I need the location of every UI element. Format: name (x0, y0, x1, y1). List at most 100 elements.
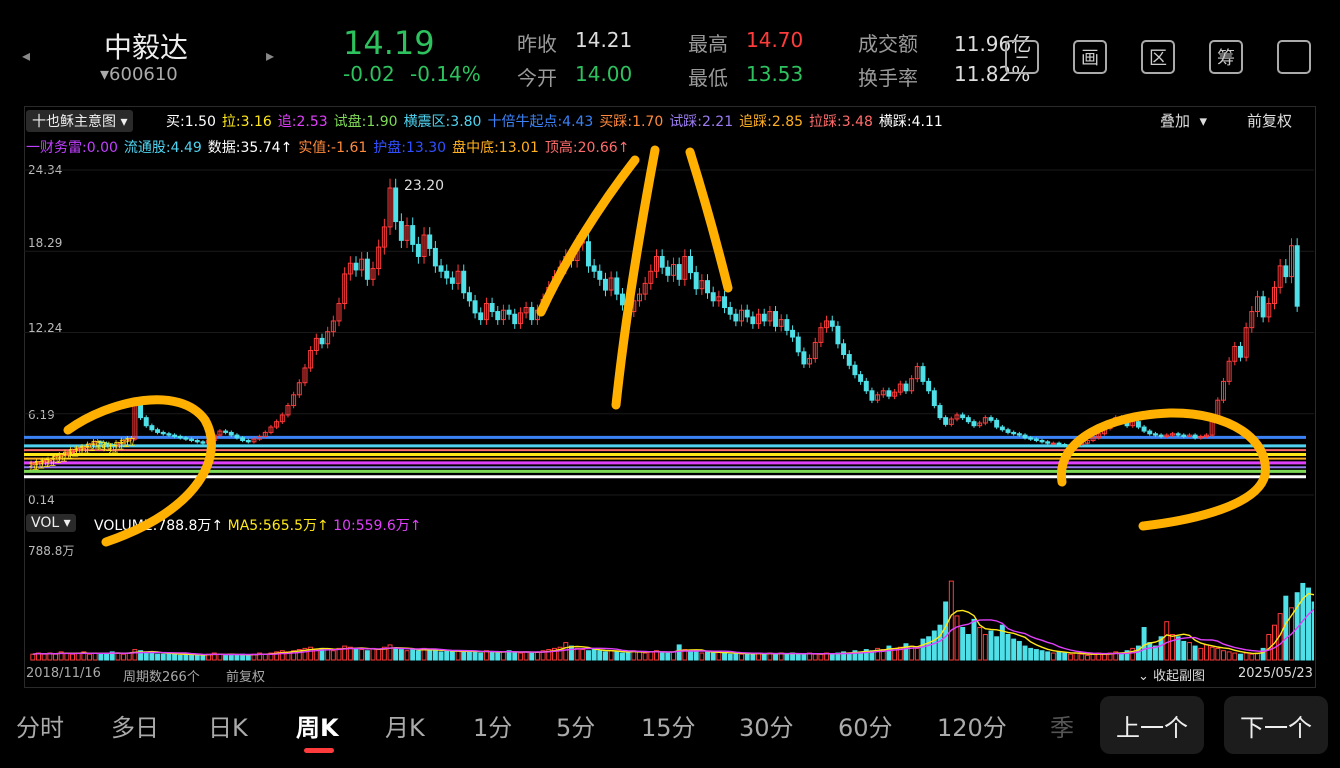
tab-7[interactable]: 15分 (641, 714, 696, 742)
volume-bar (1022, 645, 1028, 661)
draw-icon: 画 (1081, 48, 1099, 69)
tab-2[interactable]: 日K (208, 714, 248, 742)
chevron-down-icon: ▾ (59, 515, 71, 531)
tab-9[interactable]: 60分 (838, 714, 893, 742)
next-button[interactable]: 下一个 (1224, 696, 1328, 754)
range-icon-button[interactable]: 区 (1141, 40, 1175, 74)
chips-icon-button[interactable]: 筹 (1209, 40, 1243, 74)
candle-body (30, 462, 36, 465)
volume-bar (602, 651, 608, 661)
candle-body (846, 354, 852, 366)
candle-body (665, 266, 671, 276)
candle-body (1289, 245, 1294, 278)
candle-body (432, 247, 438, 267)
tab-11[interactable]: 季 (1050, 714, 1074, 742)
candle-body (960, 414, 966, 419)
volume-selector[interactable]: VOL ▾ (26, 514, 76, 532)
overlay-dropdown[interactable]: 叠加 ▾ (1160, 110, 1207, 131)
volume-bar (523, 651, 529, 661)
candle-body (943, 417, 949, 425)
volume-bar (325, 649, 331, 661)
candle-body (1232, 345, 1238, 362)
volume-bar (387, 644, 393, 661)
tab-3[interactable]: 周K (296, 714, 339, 742)
volume-bar (257, 652, 263, 661)
volume-bar (716, 651, 722, 661)
volume-bar (1272, 624, 1277, 661)
tab-5[interactable]: 1分 (473, 714, 513, 742)
current-price: 14.19 (343, 24, 435, 62)
tab-1[interactable]: 多日 (111, 714, 159, 742)
indicator-label: 流通股: (123, 140, 171, 156)
volume-bar (370, 647, 376, 661)
active-tab-indicator (304, 748, 334, 753)
candle-body (948, 418, 954, 425)
signal-marker: 拉 (52, 453, 62, 466)
candle-body (659, 255, 665, 268)
volume-bar (1067, 653, 1073, 661)
volume-bar (1209, 646, 1215, 661)
volume-bar (1079, 653, 1085, 661)
collapse-label: 收起副图 (1153, 669, 1206, 684)
ma5-value: 565.5万↑ (262, 518, 329, 534)
volume-bar (200, 654, 206, 661)
volume-bar (461, 651, 467, 661)
candle-body (223, 430, 229, 433)
indicator-value: 4.11 (911, 114, 943, 130)
draw-icon-button[interactable]: 画 (1073, 40, 1107, 74)
ma10-line (32, 608, 1314, 656)
tab-8[interactable]: 30分 (739, 714, 794, 742)
volume-bar (739, 653, 745, 661)
candle-body (1277, 265, 1283, 288)
indicator-value: 35.74↑ (240, 140, 293, 156)
tab-6[interactable]: 5分 (556, 714, 596, 742)
candle-body (370, 268, 376, 280)
candle-body (166, 433, 172, 436)
volume-bar (455, 650, 461, 661)
volume-bar (665, 652, 671, 661)
volume-bar (404, 650, 410, 661)
collapse-subchart-button[interactable]: ⌄ 收起副图 (1138, 665, 1205, 684)
volume-value: 788.8万↑ (157, 518, 224, 534)
signal-marker: 拉 (125, 435, 135, 448)
prev-button[interactable]: 上一个 (1100, 696, 1204, 754)
price-change-pct: -0.14% (410, 62, 481, 86)
volume-axis-top: 788.8万 (28, 544, 75, 558)
candle-body (251, 438, 257, 443)
indicator-item: 拉踩:3.48 (809, 114, 873, 130)
indicator-selector[interactable]: 十也稣主意图 ▾ (26, 110, 134, 132)
volume-bar (761, 653, 767, 661)
minus-icon: − (1014, 46, 1030, 68)
candle-body (449, 277, 455, 284)
volume-bar (245, 654, 251, 661)
rotate-screen-icon-button[interactable] (1277, 40, 1311, 74)
stock-code[interactable]: ▾600610 (100, 64, 178, 85)
candle-body (183, 437, 189, 440)
tab-4[interactable]: 月K (385, 714, 425, 742)
stock-name: 中毅达 (104, 31, 189, 64)
volume-bar (580, 649, 586, 661)
indicator-value: 3.48 (841, 114, 873, 130)
volume-bar (1237, 653, 1243, 661)
tab-0[interactable]: 分时 (16, 714, 64, 742)
rights-selector[interactable]: 前复权 (1247, 112, 1293, 130)
candle-body (1294, 245, 1300, 307)
candle-body (710, 292, 716, 302)
volume-bar (1198, 647, 1204, 661)
volume-bar (138, 650, 144, 661)
indicator-label: 横震区: (403, 114, 451, 130)
volume-bar (376, 649, 382, 661)
candle-body (455, 270, 461, 284)
minus-icon-button[interactable]: − (1005, 40, 1039, 74)
candle-body (982, 417, 988, 424)
ma10-label: 10: (333, 518, 356, 534)
volume-bar (608, 650, 614, 661)
volume-bar (160, 653, 166, 661)
prev-stock-icon[interactable]: ◂ (22, 46, 31, 65)
next-stock-icon[interactable]: ▸ (266, 46, 275, 65)
tab-10[interactable]: 120分 (937, 714, 1007, 742)
volume-bar (914, 647, 920, 661)
candle-body (977, 422, 983, 427)
volume-bar (121, 653, 127, 661)
